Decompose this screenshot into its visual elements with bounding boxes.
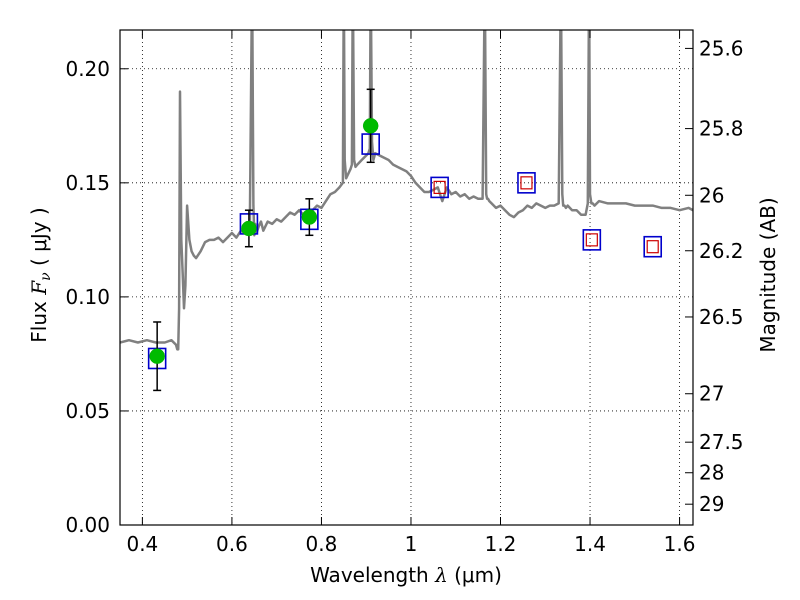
y-tick-label: 0.15 <box>65 171 110 195</box>
x-tick-label: 0.4 <box>126 532 158 556</box>
observed-point <box>241 220 257 237</box>
grid-lines <box>120 30 693 525</box>
x-axis-title: Wavelength λ (μm) <box>310 563 502 587</box>
model-point-inner-square <box>646 240 659 254</box>
model-point-inner-square <box>433 180 446 194</box>
model-point-square <box>517 172 536 194</box>
model-point-square <box>582 229 602 251</box>
x-tick-label: 1.4 <box>574 532 606 556</box>
y-axis-title: Flux Fν ( μJy ) <box>27 207 54 342</box>
model-point-inner-square <box>520 176 533 190</box>
observed-point <box>362 118 379 134</box>
y-tick-label: 0.00 <box>65 513 110 537</box>
model-point-square <box>430 176 449 199</box>
model-point-square <box>643 235 663 258</box>
x-tick-label: 0.8 <box>306 532 338 556</box>
model-point-inner-square <box>585 233 598 247</box>
x-tick-label: 1.6 <box>664 532 696 556</box>
y2-tick-label: 27.5 <box>699 430 744 454</box>
data-layer <box>120 30 693 392</box>
axes: 0.4 0.6 0.8 1 1.2 1.4 1.6 0.00 0.05 0.10 0.15 0.20 2… <box>65 29 744 556</box>
x-tick-label: 1 <box>405 532 418 556</box>
y2-tick-label: 25.8 <box>699 117 744 141</box>
y2-tick-label: 26 <box>699 183 724 207</box>
y2-tick-label: 26.2 <box>699 239 744 263</box>
y2-tick-label: 27 <box>699 382 724 406</box>
y2-axis-title: Magnitude (AB) <box>756 197 780 352</box>
observed-point <box>149 348 165 364</box>
y2-tick-label: 26.5 <box>699 305 744 329</box>
x-tick-label: 0.6 <box>216 532 248 556</box>
y-tick-label: 0.20 <box>65 57 110 81</box>
y2-tick-label: 28 <box>699 461 724 485</box>
y-tick-label: 0.10 <box>65 285 110 309</box>
observed-point <box>301 209 318 225</box>
y2-tick-label: 29 <box>699 492 724 516</box>
y-tick-label: 0.05 <box>65 399 110 423</box>
x-tick-label: 1.2 <box>485 532 517 556</box>
plot-frame <box>119 29 694 526</box>
y2-tick-label: 25.6 <box>699 36 744 60</box>
model-spectrum-line <box>120 30 693 351</box>
